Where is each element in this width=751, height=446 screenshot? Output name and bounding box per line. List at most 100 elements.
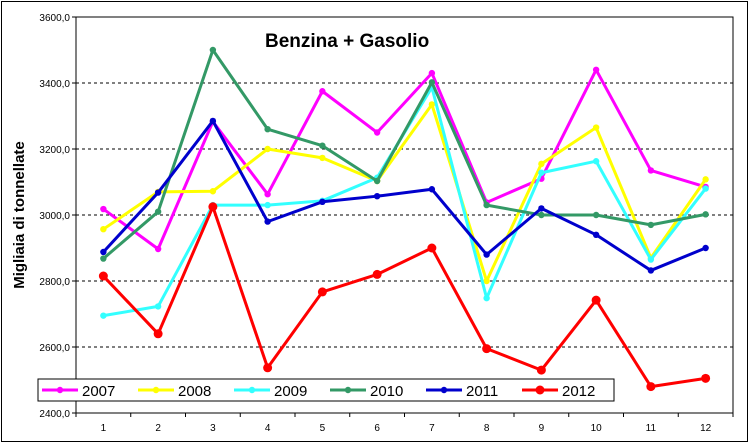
data-point	[428, 69, 436, 77]
y-tick-label: 3200,0	[39, 145, 70, 156]
series-2007	[100, 66, 709, 253]
series-line	[102, 119, 707, 272]
data-point	[701, 373, 711, 383]
legend-item-2008: 2008	[138, 383, 211, 400]
data-point	[483, 201, 490, 209]
data-point	[646, 382, 656, 392]
data-point	[592, 124, 600, 131]
x-tick-label: 1	[101, 423, 107, 434]
data-point	[319, 88, 326, 95]
legend: 2007 2008 2009 2010 2011 2012	[37, 378, 615, 402]
x-tick-label: 2	[155, 423, 161, 434]
data-point	[100, 248, 107, 256]
data-point	[208, 202, 218, 212]
y-tick-label: 2800,0	[39, 277, 70, 288]
data-point	[483, 294, 490, 302]
data-point	[647, 267, 655, 274]
data-point	[482, 344, 492, 354]
data-point	[538, 160, 545, 168]
data-point	[98, 271, 108, 281]
data-point	[264, 218, 271, 225]
legend-item-2011: 2011	[426, 383, 498, 400]
data-point	[373, 192, 381, 200]
data-point	[100, 205, 107, 213]
x-tick-label: 12	[700, 423, 712, 434]
data-point	[536, 365, 546, 375]
series-line	[102, 68, 707, 251]
data-point	[209, 117, 217, 125]
data-point	[154, 189, 162, 196]
series-line	[102, 48, 706, 260]
series-2008	[100, 101, 709, 285]
data-point	[319, 198, 326, 205]
series-2011	[100, 117, 709, 274]
data-point	[702, 244, 709, 252]
data-point	[317, 287, 327, 297]
legend-label: 2008	[178, 383, 211, 400]
data-point	[209, 188, 217, 195]
x-tick-label: 10	[591, 423, 603, 434]
series-line	[102, 102, 707, 283]
chart-title: Benzina + Gasolio	[265, 31, 429, 52]
data-point	[209, 46, 217, 54]
legend-swatch-marker	[248, 386, 256, 394]
data-point	[372, 269, 382, 279]
data-point	[702, 176, 709, 183]
data-point	[592, 211, 600, 219]
data-point	[264, 145, 271, 153]
legend-label: 2007	[82, 383, 115, 400]
x-tick-label: 8	[484, 423, 490, 434]
data-point	[538, 211, 545, 219]
legend-label: 2012	[562, 383, 595, 400]
legend-swatch-marker	[344, 386, 352, 394]
data-point	[428, 101, 436, 108]
series-2010	[100, 46, 709, 262]
data-point	[702, 185, 709, 192]
data-point	[427, 243, 437, 253]
legend-label: 2011	[466, 383, 498, 400]
y-tick-label: 2600,0	[39, 343, 70, 354]
y-tick-label: 3000,0	[39, 211, 70, 222]
legend-swatch-marker	[440, 386, 448, 394]
data-point	[428, 79, 436, 86]
data-point	[592, 231, 600, 238]
y-tick-label: 3400,0	[39, 79, 70, 90]
data-point	[264, 126, 271, 133]
data-point	[647, 221, 655, 229]
legend-item-2012: 2012	[522, 383, 595, 400]
data-point	[592, 158, 600, 165]
x-axis-ticks: 1 2 3 4 5 6 7 8 9 10 11 12	[75, 413, 734, 434]
legend-swatch-marker	[152, 386, 160, 394]
x-tick-label: 9	[539, 423, 545, 434]
data-point	[154, 208, 162, 215]
data-point	[319, 142, 326, 149]
y-axis-ticks: 2400,0 2600,0 2800,0 3000,0 3200,0 3400,0 3600…	[39, 13, 76, 420]
data-point	[153, 329, 163, 339]
data-point	[100, 312, 107, 319]
data-point	[483, 251, 490, 258]
data-point	[702, 211, 709, 218]
data-point	[373, 129, 381, 136]
legend-item-2007: 2007	[42, 383, 115, 400]
x-tick-label: 5	[320, 423, 326, 434]
data-point	[154, 303, 162, 310]
data-point	[592, 66, 600, 74]
gridlines	[76, 82, 733, 348]
x-tick-label: 6	[374, 423, 380, 434]
series-2012	[98, 202, 711, 392]
data-point	[591, 295, 601, 305]
legend-item-2009: 2009	[234, 383, 307, 400]
legend-item-2010: 2010	[330, 383, 403, 400]
legend-swatch-marker	[535, 385, 545, 395]
data-point	[154, 245, 162, 253]
data-point	[647, 167, 655, 174]
series-line	[102, 205, 706, 389]
data-point	[100, 225, 107, 233]
data-point	[263, 363, 273, 373]
data-point	[264, 191, 271, 198]
data-point	[647, 256, 655, 263]
y-axis-label: Migliaia di tonnellate	[11, 141, 28, 289]
data-point	[483, 277, 490, 285]
data-point	[100, 255, 107, 262]
